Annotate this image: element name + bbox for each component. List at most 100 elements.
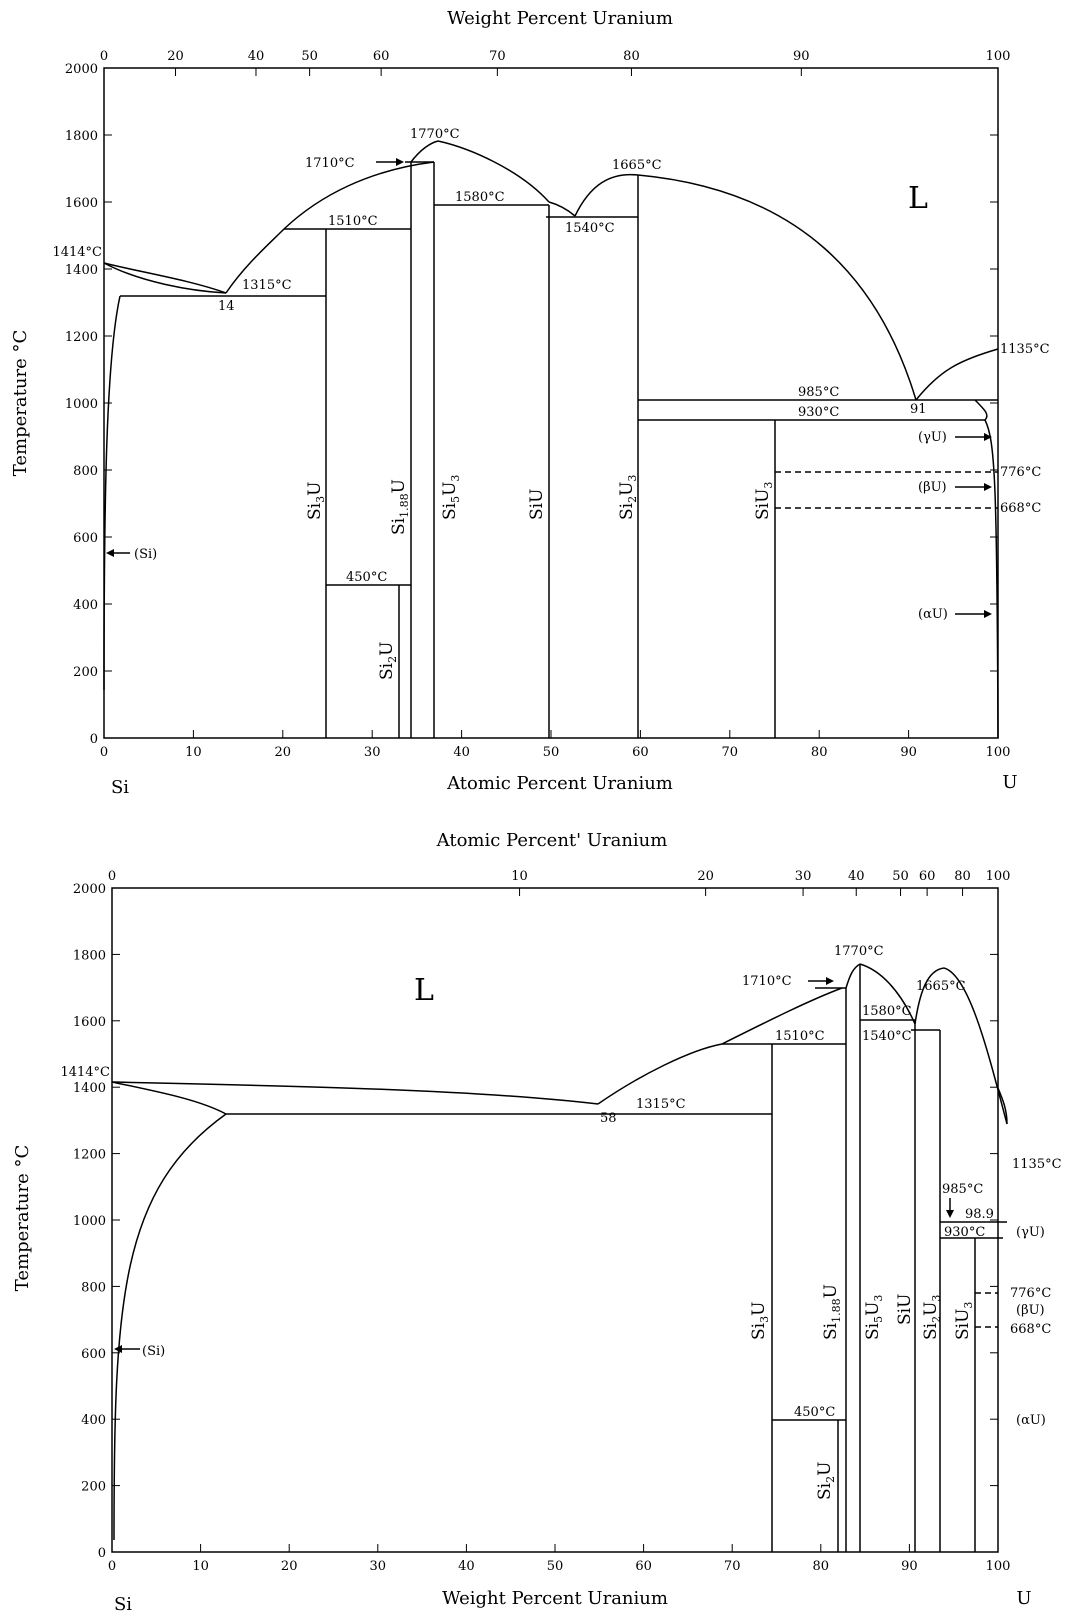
top-w-tick-label: 100 [986, 49, 1011, 64]
top-label-gamma-u: (γU) [918, 430, 947, 445]
bottom-eutectic-58: 58 [600, 1111, 617, 1126]
bottom-y-tick-label: 1200 [73, 1148, 106, 1163]
top-label-1510: 1510°C [328, 214, 378, 229]
bottom-label-1580: 1580°C [862, 1004, 912, 1019]
top-w-tick-label: 40 [248, 49, 265, 64]
top-side-phase-beta-u: (βU) [918, 480, 992, 495]
bottom-label-1710: 1710°C [742, 974, 792, 989]
bottom-x-tick-label: 30 [370, 1559, 387, 1574]
bottom-y-ticks: 0 200 400 600 800 1000 1200 1400 1600 1800 2000 [73, 882, 998, 1561]
top-w-tick-label: 70 [489, 49, 506, 64]
top-y-tick-label: 1400 [65, 263, 98, 278]
top-label-1665: 1665°C [612, 158, 662, 173]
bottom-arrow-985 [946, 1198, 954, 1218]
bottom-y-tick-label: 200 [81, 1480, 106, 1495]
bottom-y-tick-label: 1400 [73, 1081, 106, 1096]
top-liquid-label: L [908, 181, 928, 216]
top-x-tick-label: 20 [275, 745, 292, 760]
bottom-y-tick-label: 0 [98, 1546, 106, 1561]
top-phase-si2u3: Si2U3 [617, 475, 639, 520]
bottom-label-1665: 1665°C [916, 979, 966, 994]
top-label-alpha-u: (αU) [918, 607, 948, 622]
top-label-1770: 1770°C [410, 127, 460, 142]
top-weight-axis-title: Weight Percent Uranium [447, 8, 673, 29]
top-y-tick-label: 0 [90, 732, 98, 747]
top-phase-siu3: SiU3 [753, 482, 775, 520]
bottom-y-tick-label: 800 [81, 1280, 106, 1295]
top-phase-si5u3: Si5U3 [440, 475, 462, 520]
bottom-x-tick-label: 70 [724, 1559, 741, 1574]
top-w-tick-label: 60 [373, 49, 390, 64]
bottom-y-tick-label: 2000 [73, 882, 106, 897]
top-x-tick-label: 90 [900, 745, 917, 760]
top-x-tick-label: 80 [811, 745, 828, 760]
top-phase-si2u: Si2U [377, 642, 399, 680]
top-label-1315: 1315°C [242, 278, 292, 293]
top-label-985: 985°C [798, 385, 839, 400]
top-label-1414: 1414°C [52, 245, 102, 260]
top-phase-boundaries [103, 140, 999, 739]
bottom-liquid-label: L [414, 973, 434, 1008]
bottom-y-tick-label: 1000 [73, 1214, 106, 1229]
top-y-tick-label: 200 [73, 665, 98, 680]
top-plot-frame [103, 67, 999, 739]
top-y-tick-label: 400 [73, 598, 98, 613]
top-label-1580: 1580°C [455, 190, 505, 205]
bottom-x-tick-label: 20 [281, 1559, 298, 1574]
bottom-atomic-axis-title: Atomic Percent' Uranium [436, 830, 668, 851]
bottom-x-tick-label: 100 [986, 1559, 1011, 1574]
bottom-label-1414: 1414°C [60, 1065, 110, 1080]
top-y-tick-label: 1200 [65, 330, 98, 345]
bottom-x-tick-label: 10 [192, 1559, 209, 1574]
top-u-label: U [1002, 772, 1017, 793]
bottom-eutectic-98-9: 98.9 [965, 1207, 994, 1222]
bottom-label-beta-u: (βU) [1016, 1303, 1045, 1318]
bottom-phase-si2u: Si2U [815, 1462, 837, 1500]
top-x-tick-label: 10 [185, 745, 202, 760]
bottom-side-phase-si: (Si) [114, 1344, 165, 1359]
top-y-ticks: 0 200 400 600 800 1000 1200 1400 1600 1800 2000 [65, 62, 998, 747]
bottom-arrow-1710 [808, 977, 834, 985]
bottom-label-985: 985°C [942, 1182, 983, 1197]
top-w-tick-label: 50 [301, 49, 318, 64]
top-arrow-1710 [376, 158, 404, 166]
top-w-tick-label: 80 [623, 49, 640, 64]
top-side-phase-gamma-u: (γU) [918, 430, 992, 445]
top-label-668: 668°C [1000, 501, 1041, 516]
bottom-a-tick-label: 40 [848, 869, 865, 884]
bottom-a-tick-label: 80 [954, 869, 971, 884]
bottom-phase-si3u: Si3U [749, 1302, 771, 1340]
top-w-tick-label: 0 [100, 49, 108, 64]
bottom-a-tick-label: 50 [892, 869, 909, 884]
top-weight-ticks: 0 20 40 50 60 70 80 90 100 [100, 49, 1011, 76]
bottom-phase-siu: SiU [895, 1294, 915, 1325]
top-si-label: Si [111, 777, 129, 798]
bottom-phase-si2u3: Si2U3 [921, 1295, 943, 1340]
top-label-776: 776°C [1000, 465, 1041, 480]
top-y-tick-label: 1600 [65, 196, 98, 211]
top-side-phase-si: (Si) [106, 547, 157, 562]
bottom-x-tick-label: 60 [635, 1559, 652, 1574]
top-y-axis-title: Temperature °C [10, 330, 31, 476]
top-w-tick-label: 20 [167, 49, 184, 64]
top-label-1540: 1540°C [565, 221, 615, 236]
top-y-tick-label: 600 [73, 531, 98, 546]
top-x-tick-label: 0 [100, 745, 108, 760]
bottom-phase-siu3: SiU3 [953, 1302, 975, 1340]
bottom-label-1315: 1315°C [636, 1097, 686, 1112]
bottom-a-tick-label: 20 [697, 869, 714, 884]
bottom-x-tick-label: 40 [458, 1559, 475, 1574]
bottom-y-tick-label: 1800 [73, 948, 106, 963]
bottom-label-450: 450°C [794, 1405, 835, 1420]
bottom-si-label: Si [114, 1594, 132, 1615]
bottom-x-ticks: 0 10 20 30 40 50 60 70 80 90 100 [108, 1544, 1011, 1574]
top-phase-siu: SiU [527, 489, 547, 520]
bottom-y-tick-label: 1600 [73, 1015, 106, 1030]
bottom-label-1510: 1510°C [775, 1029, 825, 1044]
top-side-phase-alpha-u: (αU) [918, 607, 992, 622]
bottom-x-tick-label: 90 [901, 1559, 918, 1574]
bottom-phase-boundaries [111, 963, 1008, 1552]
top-x-ticks: 0 10 20 30 40 50 60 70 80 90 100 [100, 730, 1010, 760]
bottom-label-776: 776°C [1010, 1286, 1051, 1301]
